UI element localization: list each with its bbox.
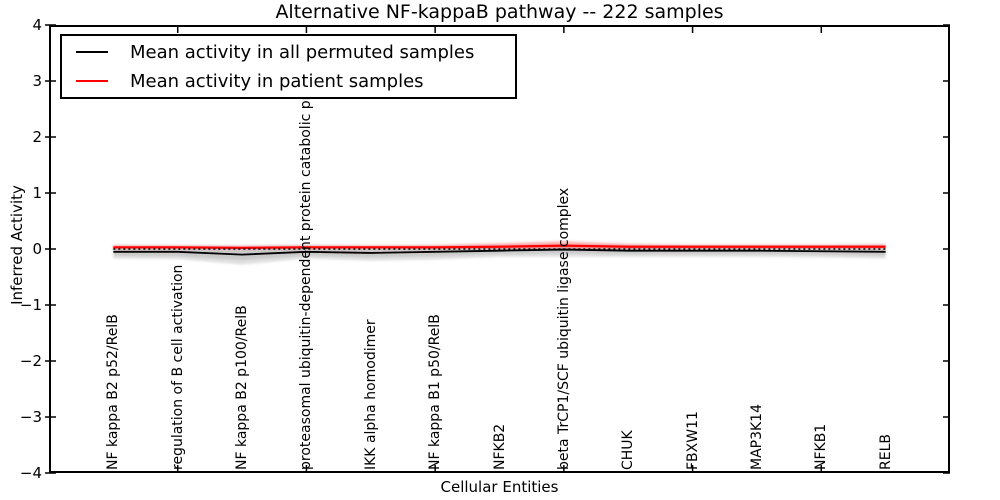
y-tick-label: 4 <box>32 16 42 34</box>
x-tick-label: MAP3K14 <box>748 403 765 470</box>
chart-title: Alternative NF-kappaB pathway -- 222 sam… <box>275 1 724 23</box>
legend: Mean activity in all permuted samples Me… <box>60 34 517 99</box>
x-tick-label: NF kappa B1 p50/RelB <box>427 314 444 470</box>
x-tick-label: NFKB2 <box>491 423 508 470</box>
x-tick-label: NF kappa B2 p52/RelB <box>105 314 122 470</box>
legend-entry-permuted: Mean activity in all permuted samples <box>62 38 515 67</box>
series-line-1 <box>113 244 886 249</box>
y-tick-label: −3 <box>19 408 42 426</box>
legend-label: Mean activity in patient samples <box>130 70 424 92</box>
x-tick-label: proteasomal ubiquitin-dependent protein … <box>298 94 315 470</box>
red-line-swatch <box>76 80 108 82</box>
x-tick-label: NF kappa B2 p100/RelB <box>234 305 251 470</box>
y-tick-label: 0 <box>32 240 42 258</box>
legend-label: Mean activity in all permuted samples <box>130 41 475 63</box>
x-tick-label: regulation of B cell activation <box>169 264 186 470</box>
x-tick-label: RELB <box>877 434 894 470</box>
x-axis-label: Cellular Entities <box>440 478 559 496</box>
y-tick-label: −4 <box>19 464 42 482</box>
series-line-0 <box>113 248 886 256</box>
x-tick-label: NFKB1 <box>813 423 830 470</box>
legend-entry-patient: Mean activity in patient samples <box>62 67 515 96</box>
x-tick-label: IKK alpha homodimer <box>362 319 379 470</box>
axes-frame <box>49 25 950 473</box>
y-tick-label: −1 <box>19 296 42 314</box>
chart-canvas <box>45 24 950 474</box>
plot-area: NF kappa B2 p52/RelB regulation of B cell… <box>45 24 950 474</box>
x-tick-label: FBXW11 <box>684 411 701 470</box>
y-tick-label: −2 <box>19 352 42 370</box>
black-line-swatch <box>76 51 108 53</box>
y-tick-label: 1 <box>32 184 42 202</box>
y-tick-label: 3 <box>32 72 42 90</box>
y-tick-label: 2 <box>32 128 42 146</box>
x-tick-label: beta TrCP1/SCF ubiquitin ligase complex <box>555 187 572 470</box>
x-tick-label: CHUK <box>620 430 637 470</box>
